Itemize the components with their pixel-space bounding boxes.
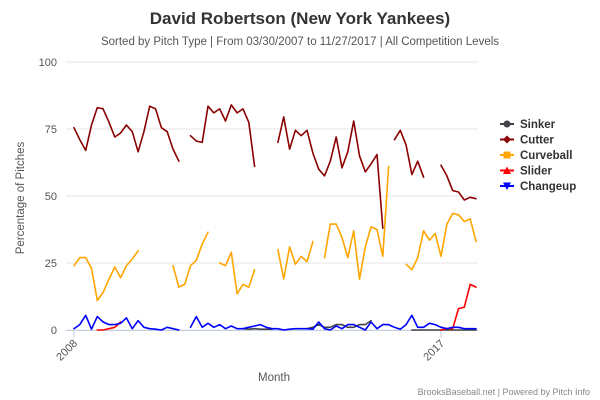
chart-title: David Robertson (New York Yankees) (150, 9, 450, 28)
legend-marker-triangle-down (503, 182, 511, 190)
y-axis-title: Percentage of Pitches (15, 141, 27, 254)
legend-label: Sinker (520, 119, 556, 131)
legend-label: Cutter (520, 135, 554, 147)
legend-label: Curveball (520, 150, 572, 162)
slider-line-segment (96, 321, 122, 331)
legend-marker-diamond (503, 135, 511, 144)
legend-item-curveball[interactable]: Curveball (500, 150, 572, 162)
credits-text: BrooksBaseball.net | Powered by Pitch In… (418, 387, 590, 397)
legend-item-changeup[interactable]: Changeup (500, 181, 576, 193)
cutter-line-segment (393, 129, 425, 178)
legend: Sinker Cutter Curveball Slider Changeup (500, 119, 576, 193)
cutter-line-segment (440, 164, 477, 201)
legend-label: Changeup (520, 181, 576, 193)
legend-marker-square (503, 151, 511, 159)
series-lines (73, 104, 477, 331)
x-tick-label: 2008 (54, 338, 80, 364)
legend-label: Slider (520, 166, 552, 178)
sinker-line-segment (242, 327, 273, 331)
legend-item-cutter[interactable]: Cutter (500, 135, 554, 147)
y-tick-label: 100 (39, 57, 57, 69)
legend-item-sinker[interactable]: Sinker (500, 119, 556, 131)
cutter-line-segment (277, 116, 384, 229)
legend-item-slider[interactable]: Slider (500, 166, 552, 178)
curveball-line-segment (172, 231, 209, 288)
curveball-line-segment (218, 251, 256, 295)
y-tick-labels: 0 25 50 75 100 (39, 57, 57, 337)
curveball-line-segment (323, 165, 390, 280)
y-tick-label: 50 (45, 191, 57, 203)
curveball-line-segment (277, 240, 314, 280)
y-tick-label: 0 (51, 325, 57, 337)
cutter-line-segment (189, 104, 256, 168)
series-slider (96, 283, 477, 331)
chart-subtitle: Sorted by Pitch Type | From 03/30/2007 t… (101, 36, 499, 48)
legend-marker-circle (503, 120, 511, 128)
x-axis-title: Month (258, 372, 290, 384)
x-axis: 2008 2017 (54, 330, 478, 363)
changeup-line-segment (189, 314, 477, 331)
legend-marker-triangle (503, 166, 511, 174)
curveball-line-segment (405, 212, 477, 271)
x-tick-label: 2017 (421, 338, 447, 364)
series-cutter (73, 104, 477, 229)
cutter-line-segment (73, 105, 180, 162)
sinker-line-segment (306, 319, 372, 330)
y-gridlines (66, 61, 478, 331)
y-tick-label: 25 (45, 258, 57, 270)
series-curveball (73, 165, 477, 302)
changeup-line-segment (73, 314, 180, 331)
slider-line-segment (440, 283, 477, 331)
series-changeup (73, 314, 477, 331)
y-tick-label: 75 (45, 124, 57, 136)
curveball-line-segment (73, 250, 139, 302)
